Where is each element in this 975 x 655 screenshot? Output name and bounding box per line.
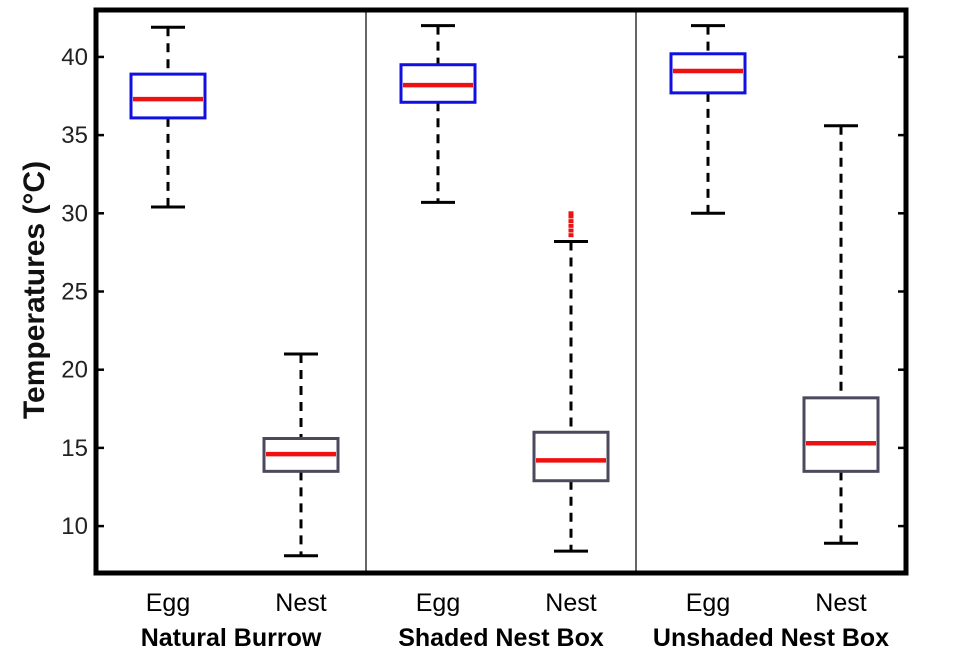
box-egg: Egg (399, 24, 477, 617)
y-tick-label: 15 (61, 435, 88, 462)
y-tick-label: 25 (61, 279, 88, 306)
iqr-box (129, 72, 207, 120)
box-nest: Nest (262, 352, 340, 617)
outlier-point (568, 219, 574, 224)
y-tick-label: 10 (61, 513, 88, 540)
plot-frame (93, 7, 909, 576)
category-label: Nest (815, 589, 866, 617)
category-label: Nest (275, 589, 326, 617)
box-nest: Nest (532, 211, 610, 617)
category-label: Egg (416, 589, 460, 617)
category-label: Nest (545, 589, 596, 617)
box-egg: Egg (129, 25, 207, 617)
y-tick-label: 35 (61, 122, 88, 149)
iqr-box (669, 52, 747, 95)
y-tick-label: 20 (61, 357, 88, 384)
outlier-point (568, 214, 574, 219)
y-axis-title: Temperatures (°C) (18, 161, 51, 419)
category-label: Egg (686, 589, 730, 617)
iqr-box (532, 430, 610, 483)
box-egg: Egg (669, 24, 747, 617)
group-label: Shaded Nest Box (398, 624, 604, 652)
outlier-point (568, 228, 574, 233)
outlier-point (568, 233, 574, 238)
y-tick-label: 30 (61, 200, 88, 227)
y-tick-label: 40 (61, 44, 88, 71)
outlier-point (568, 223, 574, 228)
plot-area: 10 15 20 25 30 35 40 Egg Nest Natural Burrow Egg Ne… (61, 7, 909, 652)
outlier-point (568, 211, 574, 216)
iqr-box (802, 396, 880, 473)
group-label: Unshaded Nest Box (653, 624, 889, 652)
category-label: Egg (146, 589, 190, 617)
box-nest: Nest (802, 124, 880, 617)
group-label: Natural Burrow (141, 624, 322, 652)
